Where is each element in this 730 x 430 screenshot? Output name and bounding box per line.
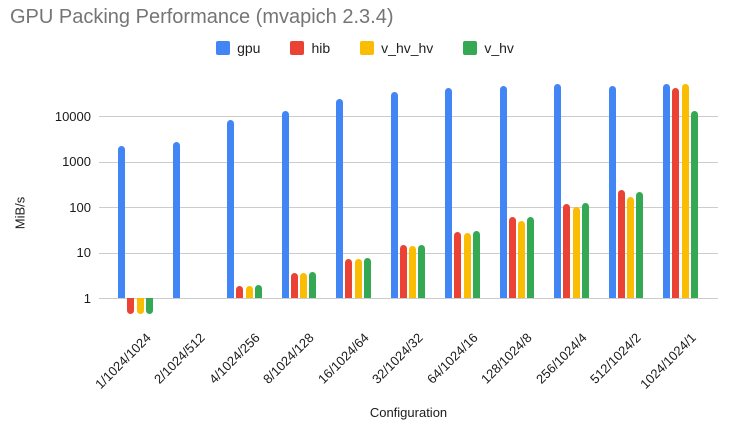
y-tick-label: 1	[83, 290, 91, 306]
gridline	[99, 161, 718, 163]
bar-gpu[interactable]	[227, 120, 234, 298]
bar-v_hv_hv[interactable]	[300, 272, 308, 298]
bar-v_hv[interactable]	[363, 258, 371, 298]
x-tick-label: 1/1024/1024	[91, 330, 154, 392]
legend-item-v_hv: v_hv	[463, 40, 514, 56]
x-axis-title: Configuration	[369, 405, 448, 420]
bar-v_hv[interactable]	[527, 216, 535, 298]
bar-hib[interactable]	[508, 216, 516, 298]
bar-gpu[interactable]	[554, 84, 561, 298]
bar-v_hv[interactable]	[145, 298, 153, 314]
bar-hib[interactable]	[672, 88, 680, 298]
bar-gpu[interactable]	[499, 85, 507, 298]
chart-title: GPU Packing Performance (mvapich 2.3.4)	[10, 6, 394, 28]
bar-gpu[interactable]	[390, 91, 398, 298]
bar-v_hv_hv[interactable]	[627, 196, 635, 298]
legend-label: gpu	[237, 40, 261, 56]
bar-v_hv_hv[interactable]	[463, 233, 471, 298]
x-tick-label: 64/1024/16	[423, 330, 481, 387]
gridline	[99, 252, 718, 254]
x-tick-label: 512/1024/2	[587, 330, 645, 387]
bar-v_hv[interactable]	[418, 244, 426, 298]
legend-item-hib: hib	[290, 40, 330, 56]
bar-v_hv_hv[interactable]	[572, 207, 580, 298]
legend-swatch-v_hv	[463, 41, 478, 55]
legend-label: hib	[311, 40, 331, 56]
x-tick-label: 4/1024/256	[205, 330, 263, 387]
bar-gpu[interactable]	[445, 87, 452, 298]
bar-gpu[interactable]	[118, 146, 125, 298]
bar-v_hv_hv[interactable]	[136, 298, 144, 314]
bar-v_hv_hv[interactable]	[681, 84, 689, 298]
bar-gpu[interactable]	[608, 86, 616, 298]
bar-hib[interactable]	[290, 272, 298, 298]
x-tick-label: 2/1024/512	[151, 330, 209, 387]
bar-v_hv[interactable]	[636, 191, 644, 298]
bar-v_hv[interactable]	[690, 111, 698, 298]
gridline	[99, 207, 718, 209]
bar-v_hv[interactable]	[472, 230, 480, 298]
chart-legend: gpu hib v_hv_hv v_hv	[0, 40, 730, 56]
bar-gpu[interactable]	[281, 111, 289, 298]
bar-v_hv[interactable]	[581, 202, 589, 298]
legend-label: v_hv_hv	[381, 40, 434, 56]
gridline	[99, 298, 718, 299]
bar-hib[interactable]	[345, 258, 353, 298]
bar-gpu[interactable]	[663, 83, 670, 298]
y-tick-label: 100	[69, 199, 91, 215]
legend-item-v_hv_hv: v_hv_hv	[360, 40, 433, 56]
legend-swatch-hib	[290, 41, 305, 55]
x-tick-label: 16/1024/64	[314, 330, 372, 387]
bar-hib[interactable]	[563, 203, 571, 298]
bar-v_hv_hv[interactable]	[518, 220, 526, 298]
bar-hib[interactable]	[236, 286, 244, 298]
x-tick-label: 8/1024/128	[260, 330, 318, 387]
bar-gpu[interactable]	[172, 142, 180, 298]
legend-swatch-v_hv_hv	[360, 41, 375, 55]
bar-hib[interactable]	[127, 298, 135, 314]
y-tick-label: 10	[76, 245, 91, 261]
bar-gpu[interactable]	[336, 99, 343, 298]
bar-hib[interactable]	[399, 244, 407, 298]
legend-label: v_hv	[484, 40, 514, 56]
y-tick-label: 1000	[62, 154, 91, 170]
x-tick-label: 1024/1024/1	[636, 330, 699, 392]
legend-swatch-gpu	[216, 41, 231, 55]
bar-v_hv_hv[interactable]	[354, 259, 362, 298]
bar-hib[interactable]	[454, 231, 462, 298]
x-tick-label: 32/1024/32	[369, 330, 427, 387]
gridline	[99, 116, 718, 118]
x-tick-label: 256/1024/4	[532, 330, 590, 387]
bar-v_hv[interactable]	[254, 285, 262, 298]
bar-v_hv_hv[interactable]	[409, 246, 417, 298]
bar-v_hv_hv[interactable]	[245, 286, 253, 298]
y-tick-label: 10000	[54, 108, 91, 124]
bar-hib[interactable]	[617, 189, 625, 298]
x-tick-label: 128/1024/8	[478, 330, 536, 387]
bar-v_hv[interactable]	[309, 272, 317, 298]
legend-item-gpu: gpu	[216, 40, 260, 56]
